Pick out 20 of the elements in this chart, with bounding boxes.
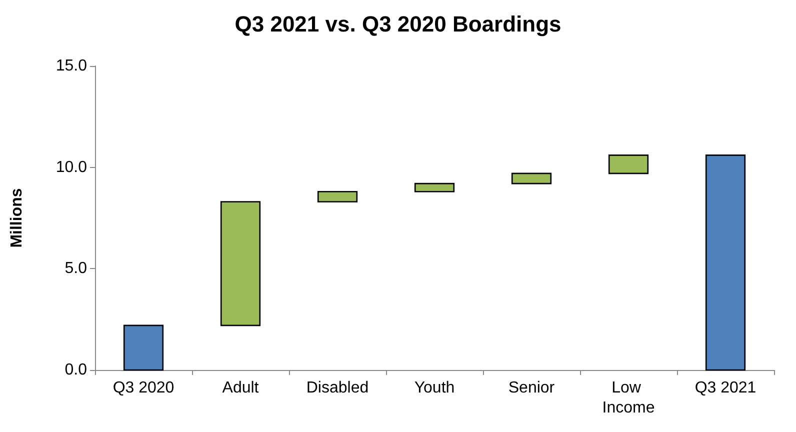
x-tick-label: Low Income: [602, 380, 655, 416]
x-tick-label: Q3 2021: [694, 380, 756, 396]
bar: [608, 154, 649, 174]
x-tick-label: Q3 2020: [112, 380, 174, 396]
chart-title: Q3 2021 vs. Q3 2020 Boardings: [234, 12, 562, 36]
y-tick-label: 10.0: [56, 158, 88, 176]
x-tick-label: Disabled: [306, 380, 369, 396]
y-tick-label: 15.0: [56, 58, 88, 74]
x-tick-label: Senior: [508, 380, 556, 396]
bar: [317, 191, 358, 202]
y-tick-label: 5.0: [64, 260, 88, 278]
x-tick-label: Youth: [414, 380, 455, 396]
bar: [705, 154, 746, 371]
bar: [220, 201, 261, 326]
bar: [511, 172, 552, 184]
bar: [414, 182, 455, 192]
bar: [123, 324, 164, 371]
y-tick-label: 0.0: [64, 362, 88, 378]
x-tick-label: Adult: [222, 380, 260, 396]
y-axis-title: Millions: [8, 188, 26, 248]
